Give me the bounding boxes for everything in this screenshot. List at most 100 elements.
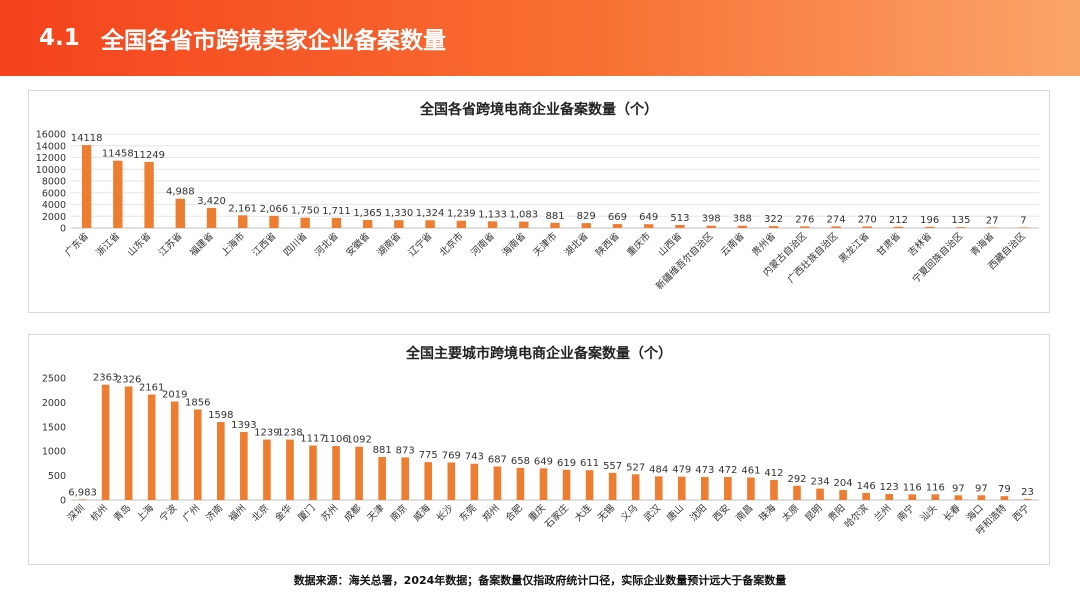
y-tick-label: 14000 (36, 141, 66, 152)
bar (101, 384, 110, 500)
city-bar-chart: 0 500 1000 1500 2000 2500 6,983 深圳 2363 杭州 2326 青岛 2… (42, 373, 1039, 537)
bar (631, 474, 640, 500)
y-tick-label: 2000 (42, 398, 66, 409)
bar (447, 462, 456, 500)
bar (987, 227, 997, 228)
data-label: 1598 (208, 410, 233, 421)
bar (977, 495, 986, 500)
x-tick-label: 南昌 (733, 502, 755, 524)
bar (263, 439, 271, 500)
x-tick-label: 义乌 (618, 502, 640, 524)
bar (654, 476, 663, 500)
bar (355, 446, 363, 500)
x-tick-label: 辽宁省 (406, 230, 435, 259)
x-tick-label: 昆明 (803, 503, 824, 524)
data-label: 6,983 (68, 487, 97, 498)
data-label: 669 (608, 212, 627, 223)
bar (470, 463, 479, 500)
data-label: 1106 (323, 434, 348, 445)
province-chart-title: 全国各省跨境电商企业备案数量（个） (420, 102, 658, 118)
data-label: 1,711 (322, 206, 351, 217)
data-label: 97 (952, 483, 965, 494)
x-tick-label: 河北省 (312, 230, 341, 259)
x-tick-label: 北京 (249, 502, 271, 524)
x-tick-label: 长沙 (434, 502, 456, 524)
bar (206, 207, 217, 228)
bar (309, 445, 317, 500)
x-tick-label: 青海省 (968, 230, 997, 259)
x-tick-label: 安徽省 (343, 230, 372, 259)
data-label: 687 (488, 454, 507, 465)
data-label: 135 (951, 215, 970, 226)
data-label: 27 (986, 215, 999, 226)
x-tick-label: 沈阳 (687, 502, 709, 524)
x-tick-label: 云南省 (718, 230, 747, 259)
data-label: 1,239 (447, 209, 476, 220)
bar (331, 217, 342, 228)
data-label: 116 (926, 482, 945, 493)
x-tick-label: 海南省 (500, 230, 529, 259)
y-tick-label: 0 (60, 496, 66, 507)
x-tick-label: 新疆维吾尔自治区 (653, 230, 716, 293)
y-tick-label: 2500 (42, 374, 66, 385)
data-label: 1393 (231, 420, 256, 431)
x-tick-label: 金华 (272, 502, 294, 524)
x-tick-label: 汕头 (918, 502, 940, 524)
data-label: 1856 (185, 397, 210, 408)
x-tick-label: 大连 (572, 502, 594, 524)
data-label: 775 (419, 450, 438, 461)
y-tick-label: 0 (60, 224, 66, 235)
x-tick-label: 贵州省 (749, 230, 778, 259)
section-number: 4.1 (39, 25, 80, 51)
bar (925, 226, 935, 228)
x-tick-label: 唐山 (664, 502, 686, 524)
x-tick-label: 湖北省 (562, 230, 591, 259)
y-tick-label: 8000 (42, 177, 66, 188)
x-tick-label: 甘肃省 (874, 230, 903, 259)
bar (585, 470, 594, 500)
bar (147, 394, 156, 500)
x-tick-label: 西宁 (1010, 502, 1032, 524)
data-label: 461 (741, 466, 760, 477)
data-label: 527 (626, 462, 645, 473)
y-tick-label: 1000 (42, 447, 66, 458)
data-label: 196 (920, 215, 939, 226)
data-label: 1,324 (416, 208, 445, 219)
bar (424, 462, 433, 500)
x-tick-label: 东莞 (457, 502, 479, 524)
data-label: 2,066 (260, 204, 289, 215)
data-label: 1117 (300, 433, 325, 444)
bar (81, 145, 92, 228)
bar (956, 227, 966, 228)
bar (701, 476, 709, 500)
bar (885, 493, 893, 500)
y-tick-label: 6000 (42, 188, 66, 199)
bar (286, 439, 294, 500)
data-label: 23 (1021, 487, 1034, 498)
x-tick-label: 宁波 (157, 502, 179, 524)
x-tick-label: 兰州 (872, 502, 894, 524)
x-tick-label: 福建省 (187, 230, 216, 259)
y-tick-label: 16000 (36, 130, 66, 141)
data-label: 1,330 (385, 208, 414, 219)
data-label: 1,083 (509, 210, 538, 221)
bar (175, 198, 185, 228)
bar (269, 215, 279, 228)
data-label: 649 (639, 212, 658, 223)
bar (217, 422, 225, 500)
x-tick-label: 江苏省 (156, 230, 185, 259)
data-label: 2363 (93, 373, 118, 384)
data-label: 619 (557, 458, 576, 469)
bar (78, 499, 87, 500)
bar (487, 221, 498, 228)
data-label: 611 (580, 458, 599, 469)
data-label: 274 (826, 214, 845, 225)
y-tick-label: 4000 (42, 200, 66, 211)
bar (401, 457, 409, 500)
data-label: 557 (603, 461, 622, 472)
data-label: 2326 (116, 374, 141, 385)
data-label: 769 (442, 450, 461, 461)
bar (954, 495, 963, 500)
x-tick-label: 青岛 (111, 502, 133, 524)
